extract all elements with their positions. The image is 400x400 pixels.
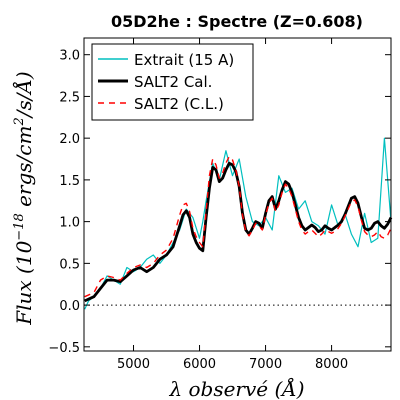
x-tick-label: 6000 (183, 357, 216, 372)
series-layer (84, 137, 393, 310)
x-axis-label: λ observé (Å) (168, 376, 304, 400)
plot-area-frame (83, 37, 392, 352)
y-tick-label: 3.0 (59, 49, 80, 64)
axis-ticks: 5000 6000 7000 8000 −0.5 0.0 0.5 1.0 1.5 2.0 2.5 3.… (48, 38, 391, 372)
series-line-salt2-cal (84, 161, 393, 303)
y-axis-label-units: ergs/cm (12, 126, 36, 214)
legend-label-salt2-cal: SALT2 Cal. (134, 73, 212, 91)
chart-title: 05D2he : Spectre (Z=0.608) (111, 12, 363, 31)
series-line-extrait-15-a (84, 137, 392, 310)
y-tick-label: 1.5 (59, 174, 80, 189)
y-tick-label: 1.0 (59, 216, 80, 231)
y-tick-label: 0.0 (59, 299, 80, 314)
y-axis-label-suffix: /s/Å) (11, 71, 36, 119)
y-tick-label: −0.5 (48, 341, 80, 356)
legend-label-salt2-cl: SALT2 (C.L.) (134, 95, 224, 113)
x-tick-label: 7000 (249, 357, 282, 372)
y-axis-label-prefix: Flux (10 (12, 240, 36, 325)
y-axis-label-exponent: −18 (12, 213, 27, 240)
x-tick-label: 5000 (117, 357, 150, 372)
y-tick-label: 2.5 (59, 90, 80, 105)
y-tick-label: 0.5 (59, 257, 80, 272)
legend-label-extrait: Extrait (15 A) (134, 51, 234, 69)
x-tick-label: 8000 (315, 357, 348, 372)
y-axis-label: Flux (10−18 ergs/cm2/s/Å) (11, 71, 36, 326)
series-line-salt2-c-l (84, 155, 392, 298)
y-tick-label: 2.0 (59, 132, 80, 147)
y-axis-label-units-exponent: 2 (12, 117, 27, 126)
legend: Extrait (15 A) SALT2 Cal. SALT2 (C.L.) (91, 43, 254, 121)
